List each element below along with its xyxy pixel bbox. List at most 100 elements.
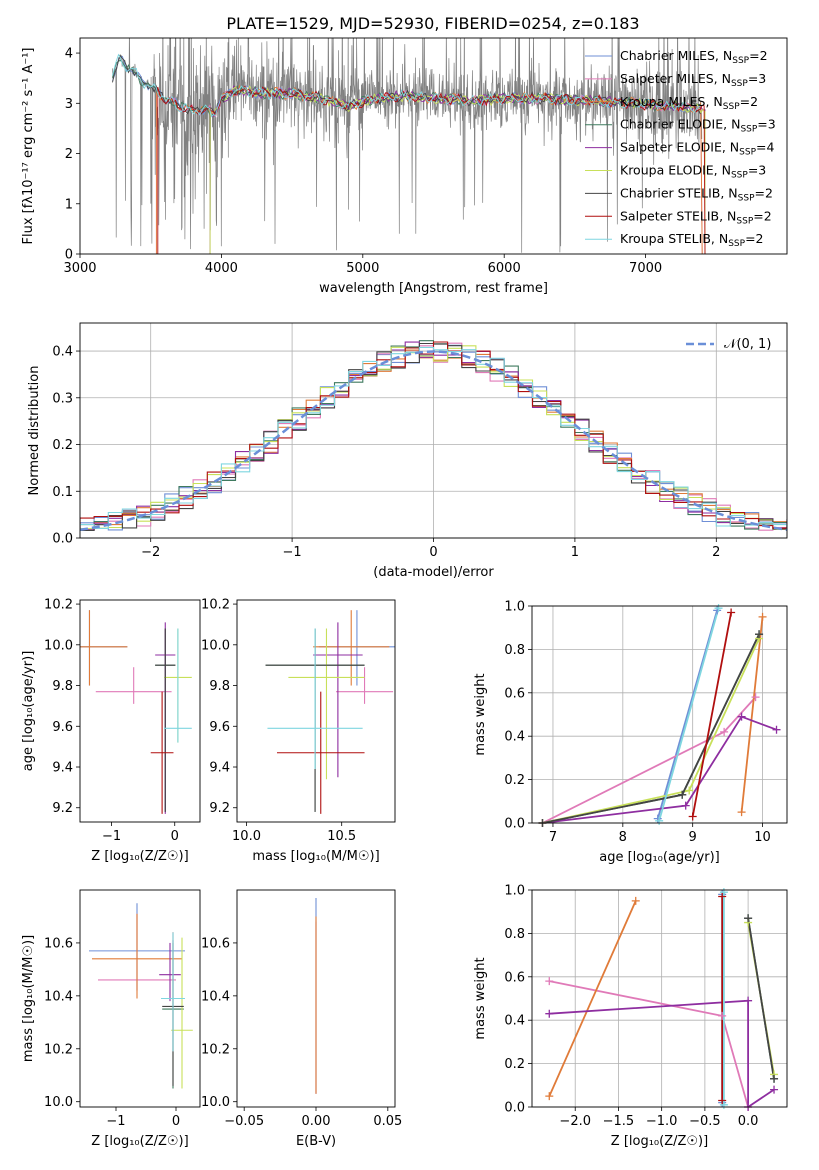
x-tick-label: 0 [429, 545, 437, 560]
model-spectrum-7 [157, 85, 706, 254]
weight-line-2 [548, 900, 637, 1097]
y-tick-label: 10.4 [44, 989, 73, 1004]
y-tick-label: 9.6 [209, 720, 230, 735]
weight-marker [718, 1096, 727, 1105]
plot-area [80, 610, 192, 814]
y-tick-label: 10.0 [44, 638, 73, 653]
legend-entry-3: Chabrier ELODIE, NSSP=3 [620, 117, 776, 135]
weight-marker [744, 914, 753, 923]
y-tick-label: 9.2 [209, 801, 230, 816]
weight-marker [719, 1100, 728, 1109]
y-tick-label: 0 [65, 248, 73, 263]
x-tick-label: −1 [102, 829, 121, 844]
legend-entry-4: Salpeter ELODIE, NSSP=4 [620, 140, 775, 158]
axes-frame [531, 605, 788, 824]
x-axis-label: mass [log₁₀(M/M☉)] [252, 849, 379, 864]
y-tick-label: 0.8 [504, 927, 525, 942]
y-tick-label: 9.4 [52, 761, 73, 776]
weight-line-2 [740, 616, 764, 813]
y-tick-label: 10.0 [201, 1095, 230, 1110]
y-tick-label: 10.6 [201, 936, 230, 951]
x-tick-label: −1 [283, 545, 302, 560]
weight-marker [685, 786, 694, 795]
panel-age-vs-mass: 10.0 10.5 9.2 9.4 9.6 9.8 10.0 10.2 mass [log₁₀(… [201, 598, 396, 864]
y-tick-label: 10.2 [201, 1042, 230, 1057]
plot-area [80, 340, 787, 532]
weight-marker [751, 693, 760, 702]
y-tick-label: 3 [65, 97, 73, 112]
y-axis-label: Normed distribution [27, 366, 42, 496]
axes-frame [531, 889, 788, 1108]
weight-marker [727, 608, 736, 617]
y-axis-label: mass weight [473, 957, 488, 1039]
axes-frame [79, 599, 201, 823]
weight-marker [737, 808, 746, 817]
x-tick-label: 10 [754, 830, 771, 845]
x-tick-label: −1.5 [603, 1114, 635, 1129]
panel-spectrum: 3000 4000 5000 6000 7000 0 1 2 3 4 wavelength [Ang… [21, 37, 788, 296]
weight-marker [545, 1092, 554, 1101]
weight-marker [631, 896, 640, 905]
legend-entry-normal: 𝒩(0, 1) [724, 337, 771, 352]
weight-marker [681, 801, 690, 810]
y-tick-label: 0.8 [504, 643, 525, 658]
weight-line-4 [549, 999, 775, 1107]
y-tick-label: 0.0 [52, 532, 73, 547]
x-tick-label: −1.0 [646, 1114, 678, 1129]
y-tick-label: 0.2 [52, 438, 73, 453]
x-tick-label: 7 [549, 830, 557, 845]
y-tick-label: 0.4 [504, 730, 525, 745]
weight-line-7 [691, 612, 732, 817]
weight-marker [718, 892, 727, 901]
x-tick-label: −1 [106, 1114, 125, 1129]
weight-marker [714, 604, 723, 613]
x-tick-label: −0.5 [689, 1114, 721, 1129]
y-tick-label: 10.0 [201, 638, 230, 653]
weight-line-8 [658, 607, 720, 822]
x-axis-label: Z [log₁₀(Z/Z☉)] [91, 1134, 188, 1149]
legend-entry-1: Salpeter MILES, NSSP=3 [620, 71, 766, 89]
x-tick-label: 4000 [205, 261, 238, 276]
y-tick-label: 10.0 [44, 1095, 73, 1110]
plot-area [265, 610, 395, 814]
x-tick-label: 0 [172, 1114, 180, 1129]
weight-line-6 [747, 918, 775, 1079]
y-tick-label: 0.2 [504, 773, 525, 788]
weight-marker [737, 712, 746, 721]
weight-marker [545, 977, 554, 986]
y-axis-label: mass [log₁₀(M/M☉)] [21, 935, 36, 1062]
x-tick-label: 0 [171, 829, 179, 844]
y-tick-label: 10.2 [44, 598, 73, 613]
y-axis-label: Flux [fλ10⁻¹⁷ erg cm⁻² s⁻¹ A⁻¹] [21, 48, 36, 245]
weight-marker [720, 727, 729, 736]
y-tick-label: 9.6 [52, 720, 73, 735]
model-spectrum-6 [112, 54, 701, 115]
y-tick-label: 2 [65, 147, 73, 162]
x-axis-label: (data-model)/error [373, 565, 494, 580]
weight-line-4 [542, 715, 777, 823]
weight-marker [770, 1085, 779, 1094]
x-tick-label: 3000 [63, 261, 96, 276]
weight-marker [758, 612, 767, 621]
model-spectrum-8 [112, 53, 701, 118]
panel-age-vs-Z: −1 0 9.2 9.4 9.6 9.8 10.0 10.2 Z [log₁₀(Z/Z☉)] ag… [21, 598, 201, 864]
y-tick-label: 10.2 [44, 1042, 73, 1057]
weight-marker [719, 888, 728, 897]
panel-mass-vs-Z: −1 0 10.0 10.2 10.4 10.6 Z [log₁₀(Z/Z☉)] mass [… [21, 889, 201, 1149]
y-tick-label: 0.0 [504, 1101, 525, 1116]
legend-entry-5: Kroupa ELODIE, NSSP=3 [620, 163, 766, 181]
x-tick-label: 6000 [488, 261, 521, 276]
weight-marker [755, 630, 764, 639]
legend-entry-8: Kroupa STELIB, NSSP=2 [620, 231, 764, 249]
x-tick-label: 1 [571, 545, 579, 560]
y-tick-label: 0.3 [52, 391, 73, 406]
x-tick-label: −2 [141, 545, 160, 560]
y-tick-label: 9.4 [209, 761, 230, 776]
y-tick-label: 0.4 [52, 345, 73, 360]
weight-marker [718, 1011, 727, 1020]
y-tick-label: 10.4 [201, 989, 230, 1004]
legend-entry-7: Salpeter STELIB, NSSP=2 [620, 208, 772, 226]
y-tick-label: 4 [65, 47, 73, 62]
plot-area [89, 903, 193, 1089]
